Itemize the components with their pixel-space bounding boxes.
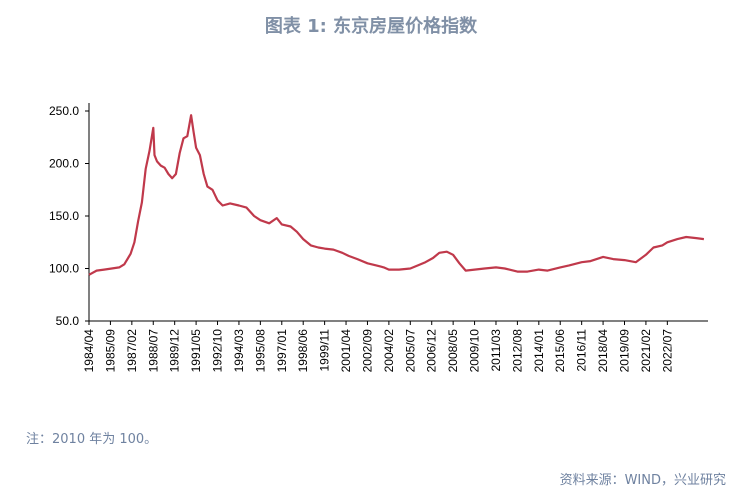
x-tick-label: 2021/02 <box>639 329 653 373</box>
x-tick-label: 2002/09 <box>360 329 374 373</box>
x-tick-label: 2004/02 <box>382 329 396 373</box>
x-tick-label: 1997/01 <box>275 329 289 373</box>
x-tick-label: 2014/01 <box>532 329 546 373</box>
y-tick-label: 250.0 <box>49 104 79 118</box>
y-tick-label: 50.0 <box>56 314 80 328</box>
x-tick-label: 1995/08 <box>253 329 267 373</box>
x-tick-label: 1987/02 <box>125 329 139 373</box>
x-tick-label: 1985/09 <box>103 329 117 373</box>
x-tick-label: 2018/04 <box>596 329 610 373</box>
x-tick-label: 1988/07 <box>146 329 160 373</box>
y-tick-label: 200.0 <box>49 157 79 171</box>
x-tick-label: 1984/04 <box>82 329 96 373</box>
series-line-tokyo-house-price-index <box>88 114 705 276</box>
x-tick-label: 2016/11 <box>575 329 589 372</box>
x-tick-label: 1999/11 <box>318 329 332 372</box>
chart-title: 图表 1: 东京房屋价格指数 <box>264 16 478 37</box>
x-tick-label: 2011/03 <box>489 329 503 372</box>
x-tick-label: 2009/10 <box>468 329 482 373</box>
x-tick-label: 2001/04 <box>339 329 353 373</box>
y-tick-label: 150.0 <box>49 209 79 223</box>
line-chart: 50.0 100.0 150.0 200.0 250.0 1984/04 1985/09 19… <box>49 103 708 373</box>
x-tick-label: 1994/03 <box>232 329 246 373</box>
x-tick-label: 2022/07 <box>660 329 674 373</box>
x-tick-label: 2006/12 <box>425 329 439 373</box>
chart-source: 资料来源：WIND，兴业研究 <box>559 473 726 488</box>
x-tick-label: 1991/05 <box>189 329 203 373</box>
x-tick-label: 2019/09 <box>618 329 632 373</box>
y-tick-label: 100.0 <box>49 262 79 276</box>
x-tick-label: 1989/12 <box>168 329 182 373</box>
chart-note: 注：2010 年为 100。 <box>26 432 158 447</box>
x-tick-label: 1998/06 <box>296 329 310 373</box>
x-tick-label: 1992/10 <box>211 329 225 373</box>
x-tick-label: 2008/05 <box>446 329 460 373</box>
x-tick-label: 2012/08 <box>510 329 524 373</box>
x-tick-label: 2005/07 <box>403 329 417 373</box>
x-tick-label: 2015/06 <box>553 329 567 373</box>
